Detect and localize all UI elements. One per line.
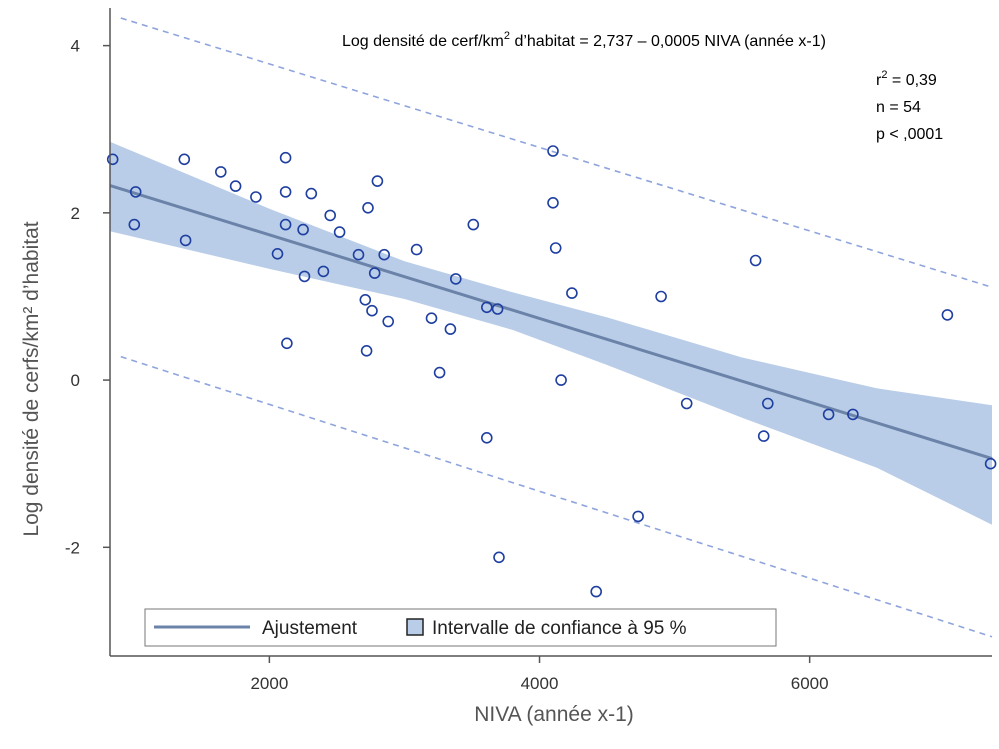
p-value: p < ,0001: [876, 126, 943, 143]
x-tick-label: 6000: [791, 674, 829, 693]
r-squared: r2 = 0,39: [876, 69, 937, 89]
data-point: [410, 243, 423, 256]
data-point: [371, 175, 384, 187]
data-point: [129, 186, 142, 198]
data-point: [566, 287, 578, 299]
data-point: [298, 270, 311, 283]
data-point: [549, 242, 562, 254]
data-point: [215, 166, 227, 178]
y-tick-label: 4: [71, 37, 80, 56]
data-point: [324, 209, 337, 222]
data-point: [444, 323, 457, 335]
axes-layer: 2000 4000 6000 4 2 0 -2: [65, 8, 992, 693]
data-point: [984, 457, 997, 470]
data-point: [547, 197, 559, 209]
data-point: [749, 254, 762, 267]
prediction-upper-line: [120, 17, 993, 289]
equation-superscript: 2: [504, 30, 510, 42]
legend-band-swatch: [406, 618, 424, 636]
data-point: [632, 510, 644, 523]
data-point: [590, 585, 603, 598]
data-point: [352, 248, 365, 261]
prediction-limits-layer: [120, 17, 993, 638]
y-axis-title: Log densité de cerfs/km² d’habitat: [20, 221, 43, 536]
data-point: [547, 145, 559, 157]
data-point: [757, 430, 770, 442]
data-point: [680, 397, 693, 410]
x-tick-label: 4000: [521, 674, 559, 693]
legend-band-label: Intervalle de confiance à 95 %: [432, 618, 687, 639]
data-point: [366, 304, 378, 317]
data-point: [822, 408, 835, 421]
legend: Ajustement Intervalle de confiance à 95 …: [144, 608, 777, 647]
data-point: [250, 191, 262, 203]
data-point: [655, 290, 667, 303]
data-point: [305, 187, 318, 200]
data-point: [178, 153, 191, 166]
data-point: [467, 218, 480, 231]
r2-superscript: 2: [881, 69, 887, 81]
data-point: [359, 293, 372, 306]
data-point: [179, 234, 192, 247]
confidence-band: [110, 141, 992, 525]
regression-equation: Log densité de cerf/km2 d’habitat = 2,73…: [342, 30, 826, 50]
data-point: [271, 248, 284, 260]
data-point: [279, 218, 292, 231]
data-point: [229, 180, 242, 192]
data-point: [449, 273, 462, 285]
data-point: [128, 218, 141, 231]
x-tick-label: 2000: [250, 674, 288, 693]
data-point: [362, 202, 374, 214]
legend-fit-label: Ajustement: [262, 618, 358, 639]
data-point: [425, 312, 438, 325]
data-point: [360, 344, 373, 357]
data-point: [382, 315, 395, 328]
confidence-band-layer: [110, 141, 992, 525]
fit-line-layer: [109, 184, 993, 460]
legend-box: [144, 608, 777, 647]
data-point: [279, 151, 292, 164]
data-point: [480, 431, 493, 444]
data-point: [281, 337, 293, 350]
data-point: [941, 309, 954, 321]
data-point: [279, 186, 292, 198]
points-layer: [106, 145, 997, 598]
x-axis-title: NIVA (année x-1): [474, 703, 634, 726]
r2-suffix: = 0,39: [887, 72, 936, 89]
data-point: [433, 366, 446, 379]
data-point: [555, 374, 567, 386]
prediction-lower-line: [120, 355, 993, 638]
data-point: [761, 397, 774, 410]
y-tick-label: 2: [71, 204, 80, 223]
data-point: [317, 265, 330, 278]
data-point: [847, 408, 859, 421]
equation-prefix: Log densité de cerf/km: [342, 33, 504, 50]
data-point: [491, 303, 504, 315]
y-tick-label: -2: [65, 538, 80, 557]
data-point: [493, 551, 505, 564]
data-point: [368, 267, 381, 279]
data-point: [333, 226, 346, 238]
sample-size: n = 54: [876, 99, 921, 116]
equation-suffix: d’habitat = 2,737 – 0,0005 NIVA (année x…: [510, 33, 826, 50]
data-point: [297, 223, 309, 236]
data-point: [106, 153, 119, 166]
r2-prefix: r: [876, 72, 882, 89]
data-point: [378, 248, 391, 261]
fit-line: [109, 184, 993, 460]
y-tick-label: 0: [71, 371, 80, 390]
data-point: [480, 301, 493, 314]
